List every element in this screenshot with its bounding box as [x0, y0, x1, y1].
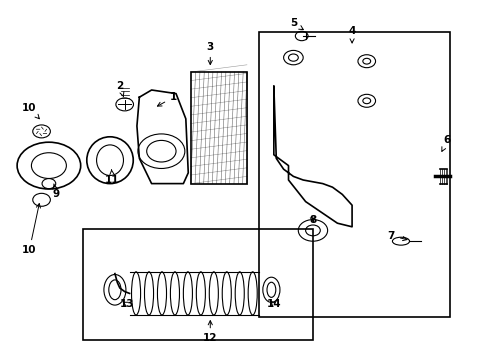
Text: 1: 1 [157, 92, 177, 106]
Text: 13: 13 [120, 299, 134, 309]
Text: 3: 3 [206, 42, 213, 64]
Text: 8: 8 [309, 215, 316, 225]
Text: 4: 4 [347, 26, 355, 43]
Text: 10: 10 [22, 103, 39, 119]
Text: 10: 10 [22, 203, 41, 255]
Text: 11: 11 [105, 170, 120, 185]
Text: 6: 6 [441, 135, 450, 151]
Text: 14: 14 [266, 299, 281, 309]
Bar [83, 229, 312, 340]
Text: 2: 2 [116, 81, 123, 97]
Text: 7: 7 [386, 231, 406, 241]
Text: 12: 12 [203, 321, 217, 343]
Text: 9: 9 [53, 184, 60, 199]
Bar [190, 72, 246, 184]
Text: 5: 5 [289, 18, 303, 30]
Bar [259, 32, 449, 317]
